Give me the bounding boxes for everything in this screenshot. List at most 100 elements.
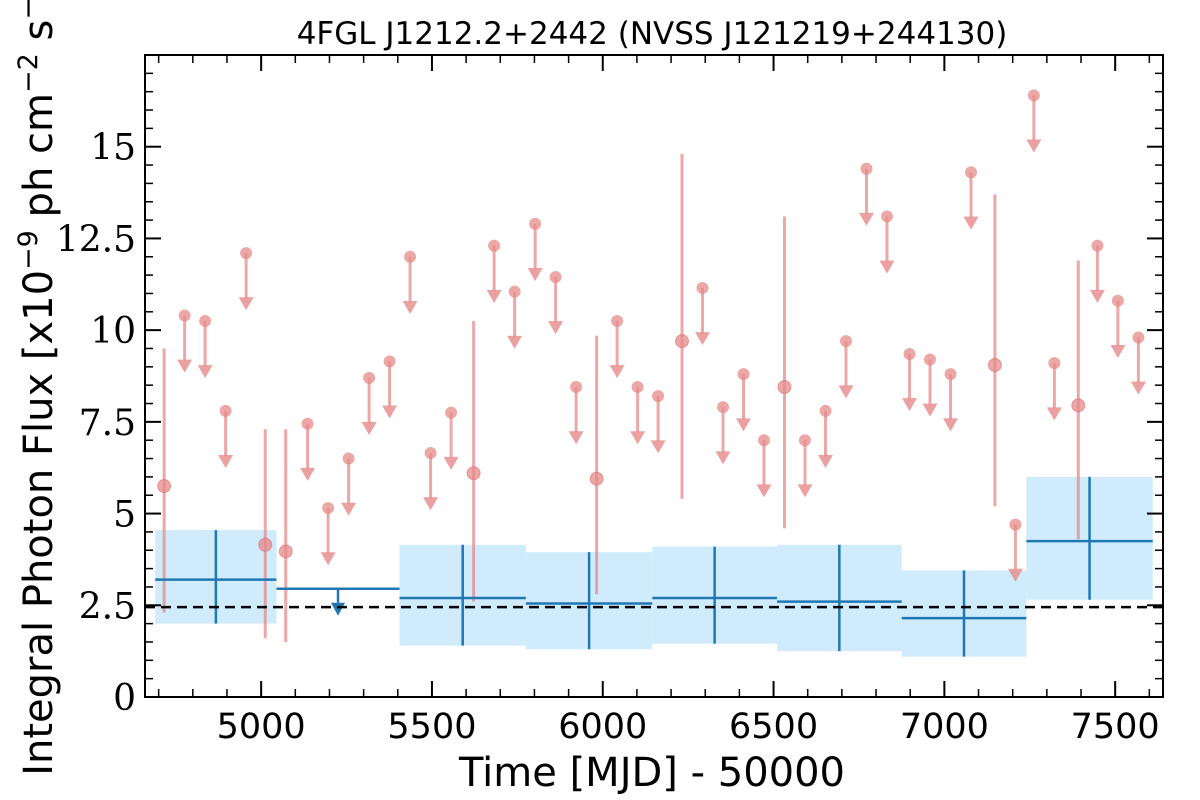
upper-limit-arrowhead bbox=[320, 552, 336, 566]
upper-limit-arrowhead bbox=[963, 216, 979, 230]
upper-limit-point bbox=[363, 371, 376, 384]
upper-limit-arrowhead bbox=[423, 497, 439, 511]
upper-limit-arrowhead bbox=[238, 297, 254, 311]
upper-limit-arrowhead bbox=[922, 403, 938, 417]
y-tick-label: 10 bbox=[90, 311, 136, 352]
upper-limit-arrowhead bbox=[609, 365, 625, 379]
upper-limit-arrowhead bbox=[1007, 568, 1023, 582]
short-bin-point bbox=[157, 479, 172, 494]
upper-limit-point bbox=[322, 502, 335, 515]
x-axis-label: Time [MJD] - 50000 bbox=[458, 750, 845, 796]
upper-limit-arrowhead bbox=[695, 332, 711, 346]
upper-limit-point bbox=[199, 314, 212, 327]
x-tick-label: 5000 bbox=[217, 707, 306, 747]
upper-limit-arrowhead bbox=[943, 418, 959, 432]
upper-limit-point bbox=[611, 314, 624, 327]
upper-limit-point bbox=[1091, 239, 1104, 252]
upper-limit-point bbox=[631, 381, 644, 394]
y-axis-label: Integral Photon Flux [x10−9 ph cm−2 s−1] bbox=[13, 0, 63, 776]
upper-limit-arrowhead bbox=[177, 359, 193, 373]
upper-limit-arrowhead bbox=[902, 398, 918, 412]
upper-limit-point bbox=[404, 250, 417, 263]
upper-limit-arrowhead bbox=[797, 484, 813, 498]
upper-limit-point bbox=[880, 210, 893, 223]
upper-limit-point bbox=[839, 335, 852, 348]
upper-limit-point bbox=[757, 434, 770, 447]
upper-limit-point bbox=[903, 347, 916, 360]
short-bin-point bbox=[278, 544, 293, 559]
upper-limit-point bbox=[219, 404, 232, 417]
upper-limit-point bbox=[488, 239, 501, 252]
short-bin-point bbox=[258, 537, 273, 552]
upper-limit-point bbox=[424, 447, 437, 460]
upper-limit-arrowhead bbox=[361, 422, 377, 436]
upper-limit-point bbox=[508, 285, 521, 298]
upper-limit-arrowhead bbox=[817, 455, 833, 469]
upper-limit-arrowhead bbox=[1110, 344, 1126, 358]
y-axis-label-exponent: −1 bbox=[13, 0, 44, 20]
upper-limit-point bbox=[240, 247, 253, 260]
upper-limit-arrowhead bbox=[715, 451, 731, 465]
upper-limit-point bbox=[570, 381, 583, 394]
upper-limit-arrowhead bbox=[838, 385, 854, 399]
upper-limit-point bbox=[1111, 294, 1124, 307]
upper-limit-arrowhead bbox=[300, 467, 316, 481]
upper-limit-point bbox=[652, 390, 665, 403]
y-axis-label-part: ph cm bbox=[16, 93, 62, 230]
chart-title: 4FGL J1212.2+2442 (NVSS J121219+244130) bbox=[297, 16, 1008, 52]
upper-limit-arrowhead bbox=[1089, 289, 1105, 303]
upper-limit-point bbox=[1132, 331, 1145, 344]
upper-limit-arrowhead bbox=[527, 267, 543, 281]
short-bin-point bbox=[777, 380, 792, 395]
short-bin-point bbox=[675, 334, 690, 349]
upper-limit-point bbox=[717, 401, 730, 414]
axes-frame bbox=[144, 54, 1164, 698]
upper-limit-arrowhead bbox=[756, 484, 772, 498]
x-tick-label: 5500 bbox=[387, 707, 476, 747]
x-tick-label: 7000 bbox=[900, 707, 989, 747]
upper-limit-point bbox=[924, 353, 937, 366]
upper-limit-arrowhead bbox=[1130, 381, 1146, 395]
y-axis-label-part: s bbox=[16, 20, 62, 54]
upper-limit-point bbox=[178, 309, 191, 322]
x-tick-label: 6500 bbox=[729, 707, 818, 747]
y-axis-label-exponent: −2 bbox=[13, 53, 44, 93]
upper-limit-point bbox=[944, 368, 957, 381]
axes: 5000 5500 6000 6500 7000 7500 0 2.5 5 7.5 10 12.5 15 bbox=[56, 54, 1164, 747]
upper-limit-point bbox=[1048, 357, 1061, 370]
short-bin-point bbox=[589, 471, 604, 486]
x-tick-label: 6000 bbox=[558, 707, 647, 747]
upper-limit-point bbox=[445, 406, 458, 419]
upper-limit-point bbox=[860, 162, 873, 175]
y-tick-label: 2.5 bbox=[79, 586, 136, 627]
y-tick-label: 0 bbox=[113, 678, 136, 719]
plot-area bbox=[145, 89, 1163, 657]
short-bin-point bbox=[1071, 398, 1086, 413]
upper-limit-arrowhead bbox=[1046, 407, 1062, 421]
upper-limit-point bbox=[529, 217, 542, 230]
upper-limit-point bbox=[383, 355, 396, 368]
upper-limit-arrowhead bbox=[218, 455, 234, 469]
y-tick-label: 12.5 bbox=[56, 219, 136, 260]
upper-limit-point bbox=[737, 368, 750, 381]
long-bin-upper-limit-arrowhead bbox=[331, 602, 346, 616]
y-tick-label: 15 bbox=[90, 128, 136, 169]
upper-limit-arrowhead bbox=[486, 289, 502, 303]
y-axis-label-part: Integral Photon Flux [x10 bbox=[16, 270, 62, 776]
upper-limit-point bbox=[1009, 518, 1022, 531]
short-bin-point bbox=[987, 357, 1002, 372]
upper-limit-point bbox=[301, 417, 314, 430]
upper-limit-point bbox=[798, 434, 811, 447]
upper-limit-arrowhead bbox=[341, 502, 357, 516]
upper-limit-point bbox=[1027, 89, 1040, 102]
x-tick-label: 7500 bbox=[1071, 707, 1160, 747]
upper-limit-arrowhead bbox=[507, 335, 523, 349]
upper-limit-arrowhead bbox=[402, 300, 418, 314]
upper-limit-arrowhead bbox=[879, 260, 895, 274]
upper-limit-arrowhead bbox=[197, 365, 213, 379]
upper-limit-arrowhead bbox=[858, 212, 874, 226]
y-tick-label: 5 bbox=[113, 495, 136, 536]
y-axis-label-exponent: −9 bbox=[13, 230, 44, 270]
upper-limit-arrowhead bbox=[443, 456, 459, 470]
